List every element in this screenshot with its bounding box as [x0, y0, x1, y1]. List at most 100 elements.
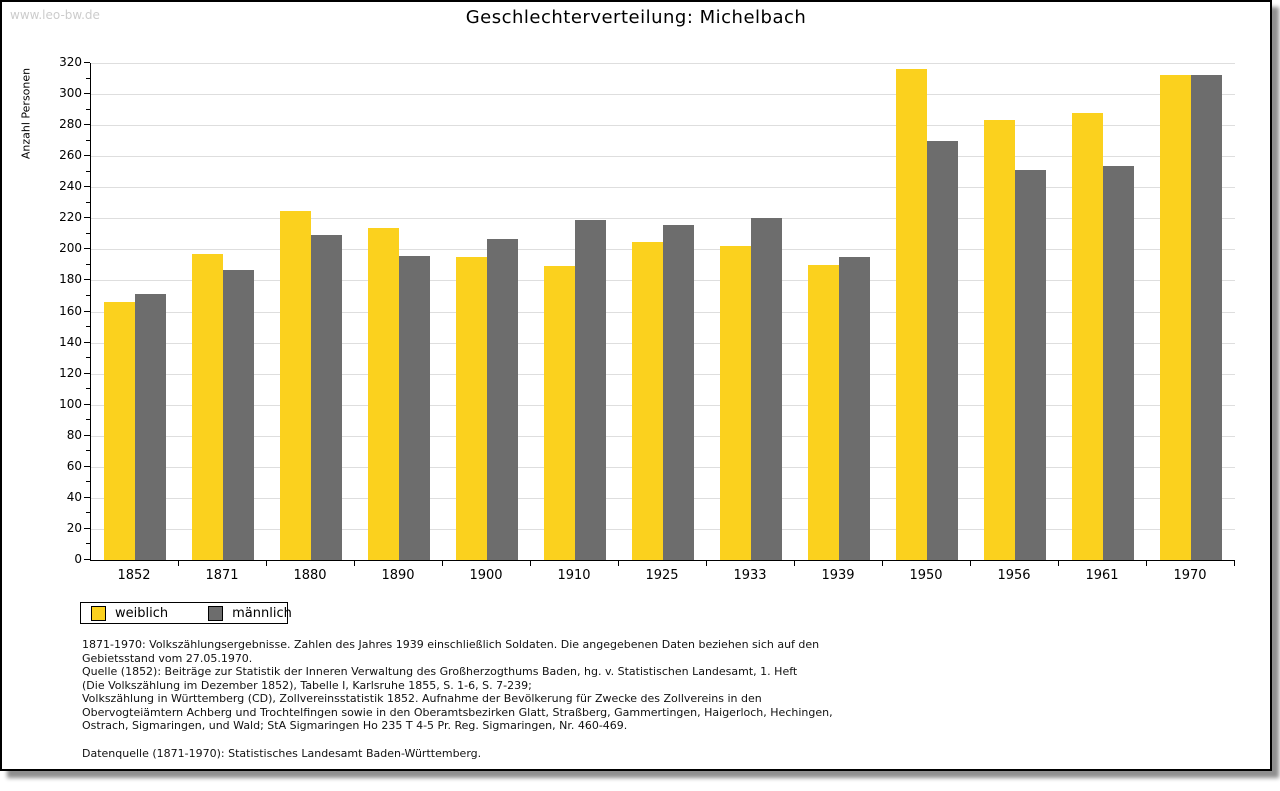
bar-männlich-1852	[135, 294, 166, 560]
chart-title: Geschlechterverteilung: Michelbach	[465, 7, 807, 28]
bar-männlich-1961	[1103, 166, 1134, 560]
y-tick-150	[86, 326, 90, 328]
x-tick-8	[794, 561, 795, 566]
bar-chart: Anzahl Personen 0 20 40 60 80 100 120 140 160 180…	[2, 2, 1270, 602]
source-notes: 1871-1970: Volkszählungsergebnisse. Zahl…	[82, 638, 942, 733]
y-tick-280	[84, 124, 90, 126]
source-note-line-4: (Die Volkszählung im Dezember 1852), Tab…	[82, 678, 532, 692]
bar-weiblich-1950	[896, 69, 927, 560]
x-tick-9	[882, 561, 883, 566]
x-tick-label-1890: 1890	[381, 568, 415, 583]
y-tick-240	[84, 186, 90, 188]
x-tick-label-1970: 1970	[1173, 568, 1207, 583]
bar-männlich-1890	[399, 256, 430, 560]
y-tick-label-80: 80	[66, 427, 82, 442]
y-tick-label-60: 60	[66, 458, 82, 473]
watermark: www.leo-bw.de	[10, 8, 100, 22]
y-tick-220	[84, 217, 90, 219]
y-tick-180	[84, 279, 90, 281]
bar-männlich-1880	[311, 235, 342, 560]
y-tick-label-320: 320	[59, 55, 82, 69]
legend: weiblich männlich	[80, 602, 292, 624]
y-tick-label-20: 20	[66, 520, 82, 535]
x-tick-label-1880: 1880	[293, 568, 327, 583]
y-tick-230	[86, 201, 90, 203]
x-tick-7	[706, 561, 707, 566]
data-source-note: Datenquelle (1871-1970): Statistisches L…	[82, 747, 482, 760]
bar-männlich-1925	[663, 225, 694, 560]
bar-weiblich-1933	[720, 246, 751, 560]
y-tick-320	[84, 62, 90, 63]
y-tick-label-220: 220	[59, 210, 82, 225]
bar-männlich-1970	[1191, 75, 1222, 560]
y-tick-50	[86, 481, 90, 483]
bar-weiblich-1852	[104, 302, 135, 560]
y-tick-20	[84, 527, 90, 529]
y-tick-140	[84, 341, 90, 343]
bar-männlich-1871	[223, 270, 254, 560]
y-tick-label-200: 200	[59, 241, 82, 256]
x-tick-label-1925: 1925	[645, 568, 679, 583]
gridline-280	[91, 125, 1235, 127]
source-note-line-1: 1871-1970: Volkszählungsergebnisse. Zahl…	[82, 638, 820, 651]
bar-weiblich-1890	[368, 228, 399, 560]
bar-männlich-1939	[839, 257, 870, 560]
plot-area	[84, 62, 1235, 566]
y-tick-label-120: 120	[59, 365, 82, 380]
x-tick-label-1933: 1933	[733, 568, 767, 583]
gridline-300	[91, 94, 1235, 96]
legend-swatch-maennlich	[208, 605, 224, 621]
gridline-220	[91, 218, 1235, 220]
legend-label-weiblich: weiblich	[115, 605, 169, 621]
y-tick-210	[86, 232, 90, 234]
x-tick-label-1961: 1961	[1085, 568, 1119, 583]
gridline-320	[91, 63, 1235, 64]
y-tick-label-140: 140	[59, 334, 82, 349]
source-note-line-7: Ostrach, Sigmaringen, und Wald; StA Sigm…	[82, 719, 628, 732]
y-tick-70	[86, 450, 90, 452]
bar-weiblich-1871	[192, 254, 223, 560]
y-tick-260	[84, 155, 90, 157]
bar-männlich-1933	[751, 218, 782, 560]
y-tick-100	[84, 403, 90, 405]
bar-weiblich-1956	[984, 120, 1015, 560]
y-tick-label-300: 300	[59, 86, 82, 101]
bar-männlich-1910	[575, 220, 606, 560]
y-tick-170	[86, 294, 90, 296]
x-tick-2	[266, 561, 267, 566]
y-tick-80	[84, 434, 90, 436]
legend-label-maennlich: männlich	[232, 605, 292, 621]
y-tick-label-180: 180	[59, 272, 82, 287]
x-tick-3	[354, 561, 355, 566]
source-note-line-6: Obervogteiämtern Achberg und Trochtelfin…	[82, 705, 833, 719]
y-tick-110	[86, 388, 90, 390]
bar-weiblich-1925	[632, 242, 663, 560]
y-tick-310	[86, 77, 90, 79]
x-tick-label-1910: 1910	[557, 568, 591, 583]
source-note-line-5: Volkszählung in Württemberg (CD), Zollve…	[82, 692, 762, 705]
y-tick-130	[86, 357, 90, 359]
y-tick-label-40: 40	[66, 489, 82, 504]
y-tick-label-0: 0	[74, 552, 82, 566]
source-note-line-3: Quelle (1852): Beiträge zur Statistik de…	[82, 665, 798, 678]
y-tick-label-160: 160	[59, 303, 82, 318]
y-tick-label-240: 240	[59, 179, 82, 194]
y-tick-label-100: 100	[59, 396, 82, 411]
y-tick-0	[84, 559, 90, 560]
x-tick-11	[1058, 561, 1059, 566]
x-tick-6	[618, 561, 619, 566]
bar-weiblich-1939	[808, 265, 839, 560]
bar-weiblich-1970	[1160, 75, 1191, 560]
y-tick-60	[84, 465, 90, 467]
y-tick-10	[86, 543, 90, 545]
legend-swatch-weiblich	[91, 605, 106, 621]
chart-card: www.leo-bw.de Geschlechterverteilung: Mi…	[0, 0, 1272, 771]
x-tick-10	[970, 561, 971, 566]
gridline-260	[91, 156, 1235, 158]
x-tick-label-1939: 1939	[821, 568, 855, 583]
y-tick-190	[86, 263, 90, 265]
x-tick-label-1871: 1871	[205, 568, 239, 583]
y-tick-40	[84, 496, 90, 498]
y-tick-90	[86, 419, 90, 421]
